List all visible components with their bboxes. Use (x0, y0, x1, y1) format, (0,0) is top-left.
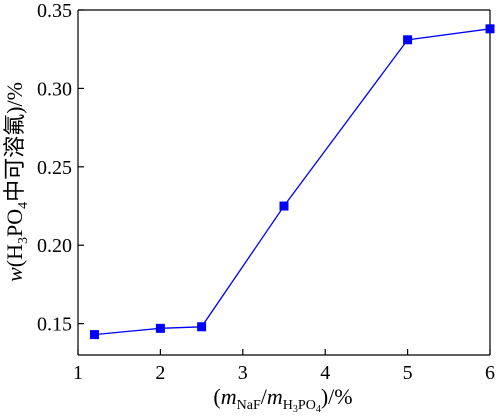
y-axis-title: w(H3PO4中可溶氟)/% (2, 82, 31, 282)
y-tick-label: 0.35 (37, 0, 72, 22)
data-point-marker (403, 35, 413, 45)
x-tick-label: 4 (320, 362, 330, 384)
y-tick-label: 0.20 (37, 235, 72, 257)
x-tick-label: 2 (155, 362, 165, 384)
y-ticks: 0.15 0.20 0.25 0.30 0.35 (37, 0, 84, 336)
data-point-marker (89, 330, 99, 340)
x-tick-label: 3 (238, 362, 248, 384)
data-point-marker (279, 201, 289, 211)
y-tick-label: 0.25 (37, 157, 72, 179)
data-point-marker (197, 322, 207, 332)
x-tick-label: 1 (73, 362, 83, 384)
plot-frame (77, 9, 491, 356)
series-layer (89, 24, 495, 340)
data-point-marker (485, 24, 495, 34)
y-tick-label: 0.15 (37, 314, 72, 336)
series-line (94, 28, 491, 336)
x-tick-label: 5 (403, 362, 413, 384)
y-tick-label: 0.30 (37, 78, 72, 100)
x-tick-label: 6 (485, 362, 495, 384)
x-ticks: 1 2 3 4 5 6 (73, 349, 495, 384)
data-point-marker (155, 323, 165, 333)
x-axis-title: (mNaF/mH3PO4)/% (213, 384, 352, 415)
